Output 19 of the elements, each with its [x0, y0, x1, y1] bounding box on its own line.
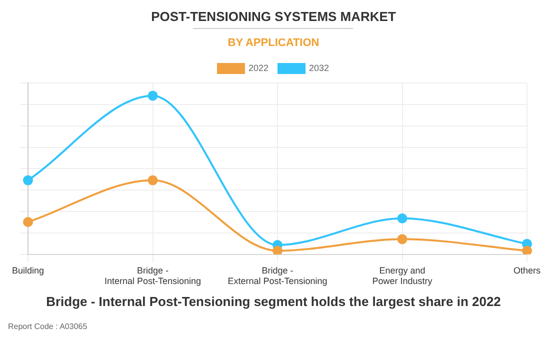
x-tick-label: Others — [513, 265, 541, 276]
point — [23, 175, 33, 186]
point — [148, 90, 158, 101]
point — [397, 213, 408, 224]
point — [23, 217, 33, 228]
point — [522, 246, 532, 254]
text: Report Code : A03065 — [8, 322, 88, 331]
point — [397, 234, 408, 244]
point — [272, 246, 282, 254]
x-tick-label: Energy and Power Industry — [372, 265, 433, 286]
legend-label: 2032 — [309, 62, 330, 73]
x-tick-label: Bridge - External Post-Tensioning — [228, 265, 328, 286]
chart-title: POST-TENSIONING SYSTEMS MARKET — [150, 9, 397, 24]
legend-label: 2022 — [248, 62, 269, 73]
chart-subtitle: BY APPLICATION — [226, 37, 320, 49]
point — [148, 175, 158, 186]
x-tick-label: Bridge - Internal Post-Tensioning — [104, 265, 202, 286]
x-tick-label: Building — [12, 265, 44, 276]
text: Bridge - Internal Post-Tensioning segment holds the largest share in 2022 — [45, 294, 502, 309]
